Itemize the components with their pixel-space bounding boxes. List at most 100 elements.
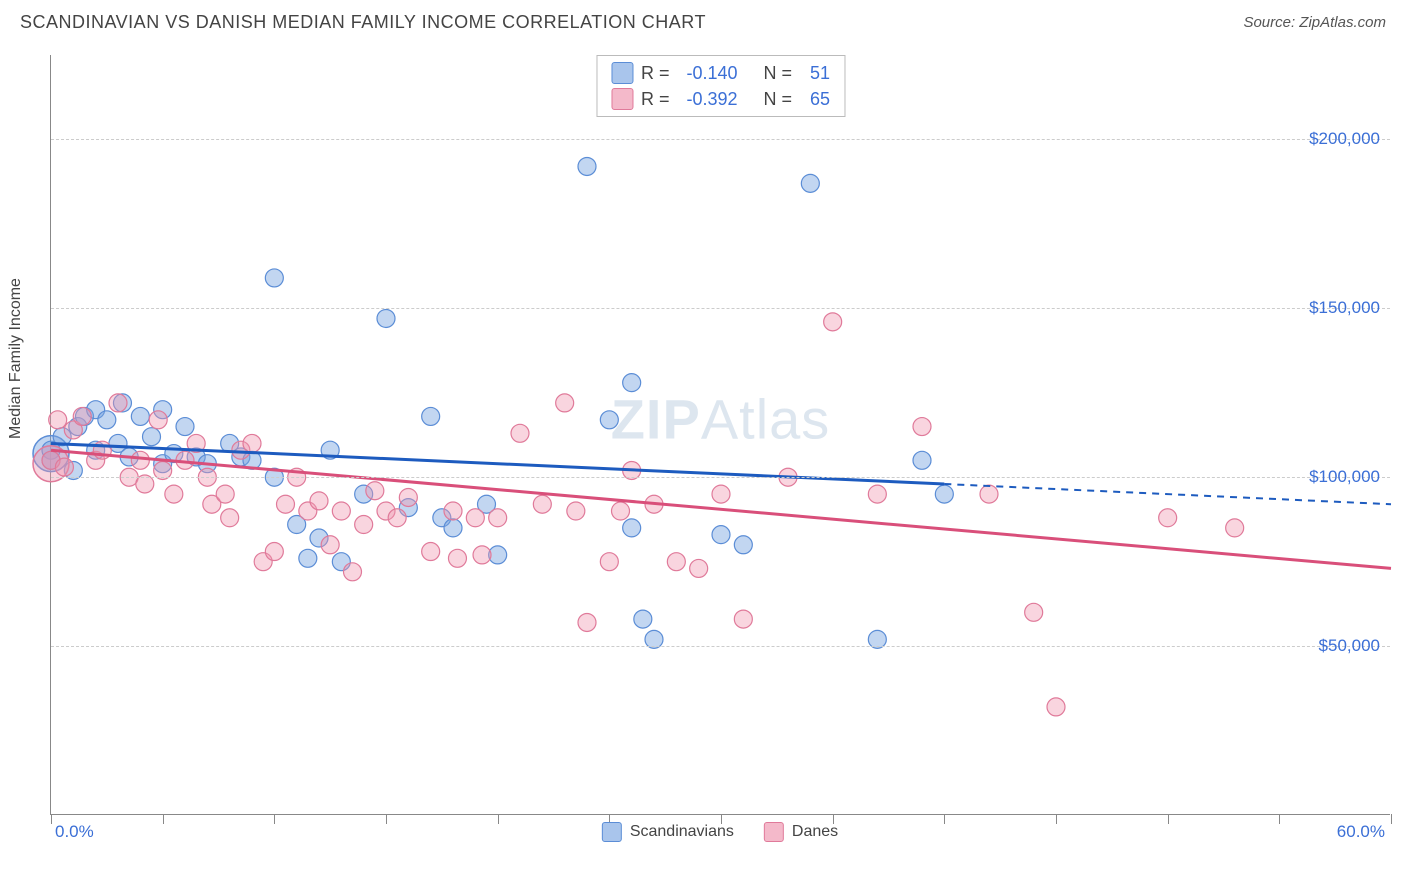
stats-row: R = -0.392 N = 65 — [611, 86, 830, 112]
stat-r-value: -0.140 — [678, 63, 738, 84]
scatter-point — [623, 374, 641, 392]
scatter-point — [600, 411, 618, 429]
legend-item: Danes — [764, 822, 838, 842]
chart-title: SCANDINAVIAN VS DANISH MEDIAN FAMILY INC… — [20, 12, 706, 33]
scatter-point — [388, 509, 406, 527]
scatter-point — [422, 407, 440, 425]
scatter-point — [366, 482, 384, 500]
bottom-legend: Scandinavians Danes — [602, 822, 838, 842]
scatter-point — [712, 526, 730, 544]
scatter-point — [243, 434, 261, 452]
x-axis-labels: 0.0% Scandinavians Danes 60.0% — [50, 822, 1390, 852]
scatter-point — [690, 559, 708, 577]
scatter-point — [634, 610, 652, 628]
scatter-point — [556, 394, 574, 412]
scatter-point — [131, 407, 149, 425]
scatter-point — [824, 313, 842, 331]
stat-r-label: R = — [641, 63, 670, 84]
scatter-point — [149, 411, 167, 429]
scatter-point — [49, 411, 67, 429]
grid-line — [51, 646, 1390, 647]
scatter-point — [377, 309, 395, 327]
scatter-point — [310, 492, 328, 510]
scatter-point — [935, 485, 953, 503]
scatter-point — [55, 458, 73, 476]
scatter-point — [600, 553, 618, 571]
scatter-point — [567, 502, 585, 520]
chart-plot-area: ZIPAtlas $50,000$100,000$150,000$200,000… — [50, 55, 1390, 815]
legend-swatch-icon — [764, 822, 784, 842]
scatter-point — [667, 553, 685, 571]
legend-swatch-icon — [611, 88, 633, 110]
stat-n-label: N = — [764, 89, 793, 110]
stats-row: R = -0.140 N = 51 — [611, 60, 830, 86]
scatter-point — [98, 411, 116, 429]
stat-n-label: N = — [764, 63, 793, 84]
scatter-point — [712, 485, 730, 503]
chart-header: SCANDINAVIAN VS DANISH MEDIAN FAMILY INC… — [0, 0, 1406, 41]
scatter-point — [623, 519, 641, 537]
scatter-point — [332, 502, 350, 520]
scatter-point — [165, 485, 183, 503]
legend-swatch-icon — [611, 62, 633, 84]
grid-line — [51, 308, 1390, 309]
stat-r-label: R = — [641, 89, 670, 110]
scatter-point — [176, 418, 194, 436]
scatter-point — [1159, 509, 1177, 527]
y-tick-label: $200,000 — [1309, 129, 1380, 149]
scatter-point — [466, 509, 484, 527]
scatter-point — [511, 424, 529, 442]
scatter-point — [265, 269, 283, 287]
scatter-point — [299, 549, 317, 567]
scatter-point — [533, 495, 551, 513]
scatter-point — [578, 613, 596, 631]
scatter-point — [143, 428, 161, 446]
scatter-point — [489, 509, 507, 527]
scatter-point — [578, 157, 596, 175]
scatter-point — [913, 418, 931, 436]
chart-source: Source: ZipAtlas.com — [1243, 14, 1386, 31]
scatter-point — [321, 536, 339, 554]
scatter-point — [444, 502, 462, 520]
scatter-point — [355, 516, 373, 534]
scatter-point — [448, 549, 466, 567]
scatter-point — [868, 485, 886, 503]
y-tick-label: $100,000 — [1309, 467, 1380, 487]
scatter-point — [399, 488, 417, 506]
x-max-label: 60.0% — [1337, 822, 1385, 842]
scatter-point — [444, 519, 462, 537]
scatter-point — [1047, 698, 1065, 716]
y-tick-label: $50,000 — [1319, 636, 1380, 656]
scatter-point — [801, 174, 819, 192]
scatter-point — [473, 546, 491, 564]
x-tick — [1391, 814, 1392, 824]
scatter-point — [221, 509, 239, 527]
stat-r-value: -0.392 — [678, 89, 738, 110]
stat-n-value: 51 — [800, 63, 830, 84]
stats-box: R = -0.140 N = 51 R = -0.392 N = 65 — [596, 55, 845, 117]
scatter-point — [1226, 519, 1244, 537]
scatter-point — [734, 610, 752, 628]
grid-line — [51, 477, 1390, 478]
scatter-point — [344, 563, 362, 581]
legend-label: Scandinavians — [630, 823, 734, 841]
scatter-point — [73, 407, 91, 425]
scatter-point — [109, 394, 127, 412]
scatter-point — [980, 485, 998, 503]
scatter-point — [734, 536, 752, 554]
scatter-point — [913, 451, 931, 469]
legend-swatch-icon — [602, 822, 622, 842]
trend-line — [51, 450, 1391, 568]
scatter-point — [612, 502, 630, 520]
scatter-point — [277, 495, 295, 513]
stat-n-value: 65 — [800, 89, 830, 110]
x-min-label: 0.0% — [55, 822, 94, 842]
scatter-point — [422, 543, 440, 561]
scatter-svg — [51, 55, 1390, 814]
scatter-point — [131, 451, 149, 469]
scatter-point — [265, 543, 283, 561]
legend-item: Scandinavians — [602, 822, 734, 842]
legend-label: Danes — [792, 823, 838, 841]
scatter-point — [1025, 603, 1043, 621]
y-tick-label: $150,000 — [1309, 298, 1380, 318]
